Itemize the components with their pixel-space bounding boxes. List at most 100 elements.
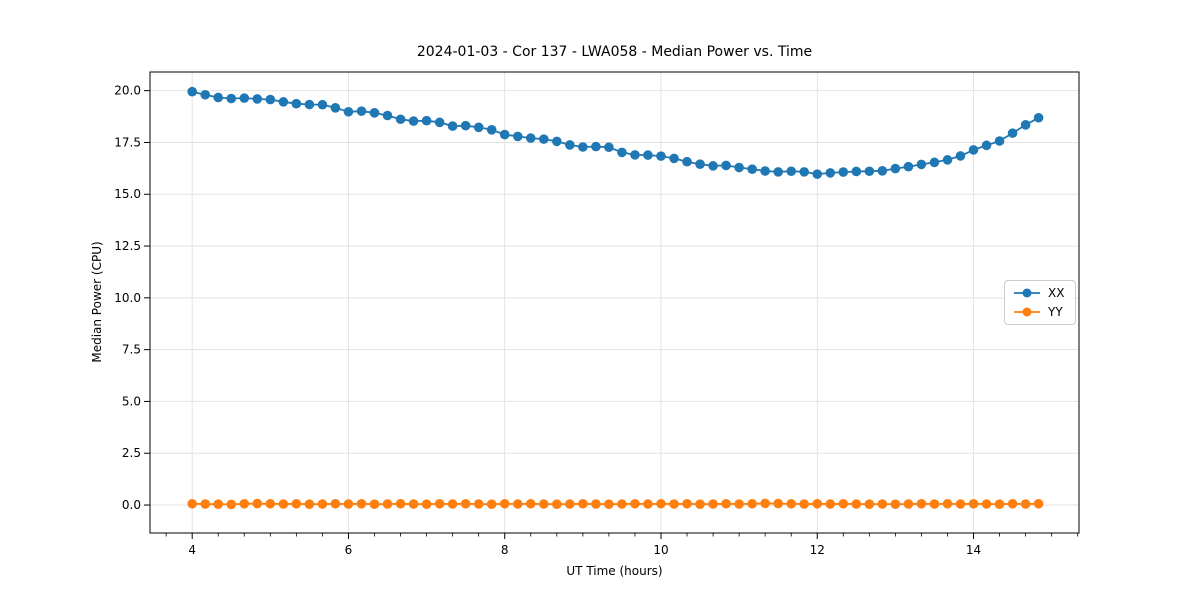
xx-data-point (330, 103, 341, 113)
yy-data-point (330, 498, 341, 509)
yy-data-point (304, 499, 315, 510)
y-tick-label: 20.0 (114, 84, 141, 98)
yy-data-point (369, 499, 380, 510)
xx-data-point (382, 110, 393, 121)
xx-data-point (239, 93, 250, 103)
yy-data-point (434, 498, 445, 509)
yy-data-point (538, 499, 549, 509)
yy-data-point (226, 499, 237, 510)
legend: XX YY (1004, 280, 1076, 325)
y-tick-label: 15.0 (114, 187, 141, 201)
xx-data-point (1007, 128, 1018, 138)
x-tick-label: 10 (653, 543, 668, 557)
legend-label-yy: YY (1048, 305, 1063, 319)
legend-entry-yy: YY (1013, 304, 1067, 320)
xx-data-point (1033, 112, 1044, 123)
yy-data-point (486, 499, 497, 510)
yy-data-point (877, 499, 888, 509)
xx-data-point (994, 136, 1005, 146)
xx-data-point (812, 169, 823, 179)
yy-data-point (591, 499, 601, 509)
y-tick-label: 5.0 (122, 394, 141, 408)
yy-data-point (617, 499, 627, 509)
xx-data-point (434, 117, 445, 128)
xx-data-point (669, 153, 679, 164)
yy-data-point (408, 499, 419, 509)
xx-data-point (955, 151, 966, 161)
xx-data-point (525, 133, 536, 143)
yy-data-point (578, 498, 588, 509)
x-tick-label: 12 (810, 543, 825, 557)
yy-line-marker-icon (1014, 307, 1040, 317)
xx-data-point (682, 156, 692, 167)
xx-data-point (578, 142, 588, 152)
xx-data-point (734, 162, 744, 173)
xx-data-point (877, 166, 888, 176)
yy-data-point (916, 498, 927, 509)
yy-data-point (890, 499, 901, 510)
xx-data-point (213, 92, 224, 103)
yy-data-point (291, 498, 302, 509)
x-tick-label: 4 (188, 543, 196, 557)
yy-data-point (552, 499, 562, 510)
yy-data-point (460, 498, 471, 509)
x-tick-label: 6 (345, 543, 353, 557)
yy-data-point (721, 498, 731, 509)
yy-data-point (499, 498, 510, 509)
yy-data-point (643, 499, 653, 509)
xx-data-point (317, 99, 328, 110)
xx-data-point (447, 121, 458, 131)
yy-data-point (708, 499, 718, 509)
yy-data-point (942, 498, 953, 509)
xx-data-point (1020, 120, 1031, 130)
xx-data-point (291, 98, 302, 109)
xx-data-point (721, 160, 731, 171)
yy-data-point (187, 498, 197, 509)
xx-data-point (304, 99, 315, 110)
xx-data-point (369, 108, 380, 118)
yy-data-point (994, 499, 1005, 510)
xx-data-point (565, 140, 575, 150)
yy-data-point (669, 499, 679, 509)
yy-data-point (1007, 498, 1018, 509)
xx-data-point (421, 115, 432, 126)
xx-data-point (617, 147, 627, 158)
xx-data-point (408, 116, 419, 126)
xx-line-marker-icon (1014, 288, 1040, 298)
xx-data-point (226, 93, 237, 104)
legend-entry-xx: XX (1013, 285, 1067, 301)
xx-data-point (890, 163, 901, 174)
yy-data-point (317, 499, 328, 509)
xx-data-point (760, 166, 770, 176)
xx-data-point (343, 106, 354, 117)
yy-data-point (604, 499, 614, 510)
yy-data-point (356, 498, 367, 509)
xx-data-point (395, 114, 406, 125)
xx-data-point (968, 145, 979, 155)
yy-data-point (812, 498, 823, 509)
yy-data-point (682, 498, 692, 509)
xx-data-point (252, 94, 263, 104)
yy-data-point (265, 498, 276, 509)
xx-data-point (278, 97, 289, 107)
y-tick-label: 10.0 (114, 291, 141, 305)
yy-data-point (473, 499, 484, 509)
yy-data-point (955, 499, 966, 509)
yy-data-point (565, 499, 575, 509)
yy-data-point (968, 498, 979, 509)
yy-data-point (981, 499, 992, 509)
xx-data-point (942, 155, 953, 165)
yy-data-point (525, 498, 536, 509)
yy-data-point (838, 498, 849, 509)
xx-data-point (473, 122, 484, 133)
x-tick-label: 8 (501, 543, 509, 557)
xx-data-point (903, 161, 914, 172)
legend-label-xx: XX (1048, 286, 1065, 300)
yy-data-point (213, 499, 224, 510)
yy-data-point (1020, 499, 1031, 509)
y-tick-label: 12.5 (114, 239, 141, 253)
xx-data-point (604, 142, 614, 153)
yy-data-point (252, 498, 263, 509)
